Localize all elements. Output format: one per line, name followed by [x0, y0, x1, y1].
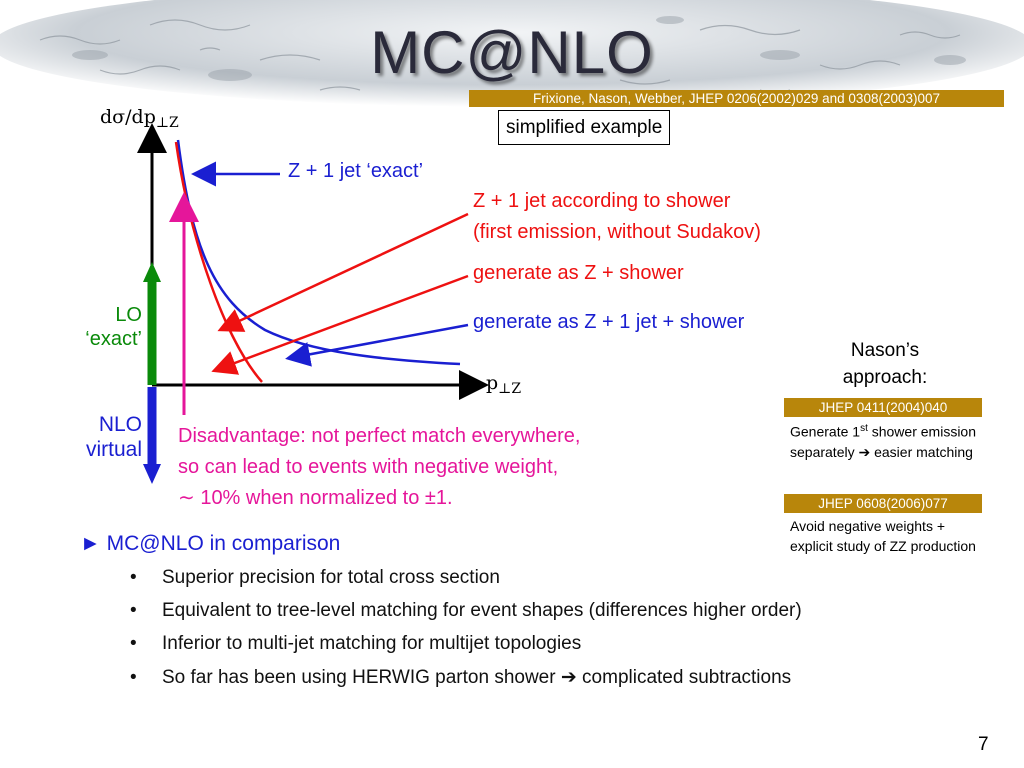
- slide-title: MC@NLO: [370, 19, 654, 86]
- sub-bullet: • Superior precision for total cross sect…: [130, 567, 500, 588]
- simplified-example-box: simplified example: [498, 110, 671, 145]
- label-shower: Z + 1 jet according to shower (first emis…: [473, 190, 761, 243]
- gen-z-pointer: [211, 274, 469, 375]
- bullet-main: ► MC@NLO in comparison: [80, 532, 341, 555]
- gen-z1-pointer: [285, 323, 469, 367]
- x-axis-label: p⊥Z: [486, 372, 522, 397]
- label-lo: LO ‘exact’: [85, 304, 142, 350]
- sub-bullet: • Equivalent to tree-level matching for e…: [130, 600, 802, 621]
- reference-note-1: Generate 1st shower emission separately …: [790, 423, 976, 460]
- reference-box-2: JHEP 0608(2006)077: [784, 494, 982, 513]
- sub-bullet: • So far has been using HERWIG parton sho…: [130, 667, 792, 688]
- exact-curve: [176, 139, 461, 366]
- sub-bullet: • Inferior to multi-jet matching for mult…: [130, 633, 582, 654]
- y-axis-label: dσ/dp⊥Z: [100, 106, 179, 131]
- disadvantage-text: Disadvantage: not perfect match everywhe…: [178, 425, 581, 509]
- citation-banner: Frixione, Nason, Webber, JHEP 0206(2002)…: [469, 90, 1004, 107]
- label-gen-z-shower: generate as Z + shower: [473, 262, 684, 284]
- triangle-bullet-icon: ►: [80, 532, 101, 555]
- lo-arrowhead: [143, 262, 161, 282]
- label-z1-exact: Z + 1 jet ‘exact’: [288, 160, 424, 182]
- shower-pointer: [217, 212, 469, 332]
- label-nlo: NLO virtual: [85, 413, 142, 461]
- page-number: 7: [978, 734, 989, 755]
- reference-note-2: Avoid negative weights + explicit study …: [790, 518, 976, 554]
- reference-box-1: JHEP 0411(2004)040: [784, 398, 982, 417]
- shower-curve: [174, 141, 263, 383]
- label-gen-z1-shower: generate as Z + 1 jet + shower: [473, 311, 745, 333]
- nlo-arrowhead: [143, 464, 161, 484]
- nason-heading: Nason’s approach:: [842, 340, 928, 388]
- right-arrow-icon: ➔: [858, 443, 871, 460]
